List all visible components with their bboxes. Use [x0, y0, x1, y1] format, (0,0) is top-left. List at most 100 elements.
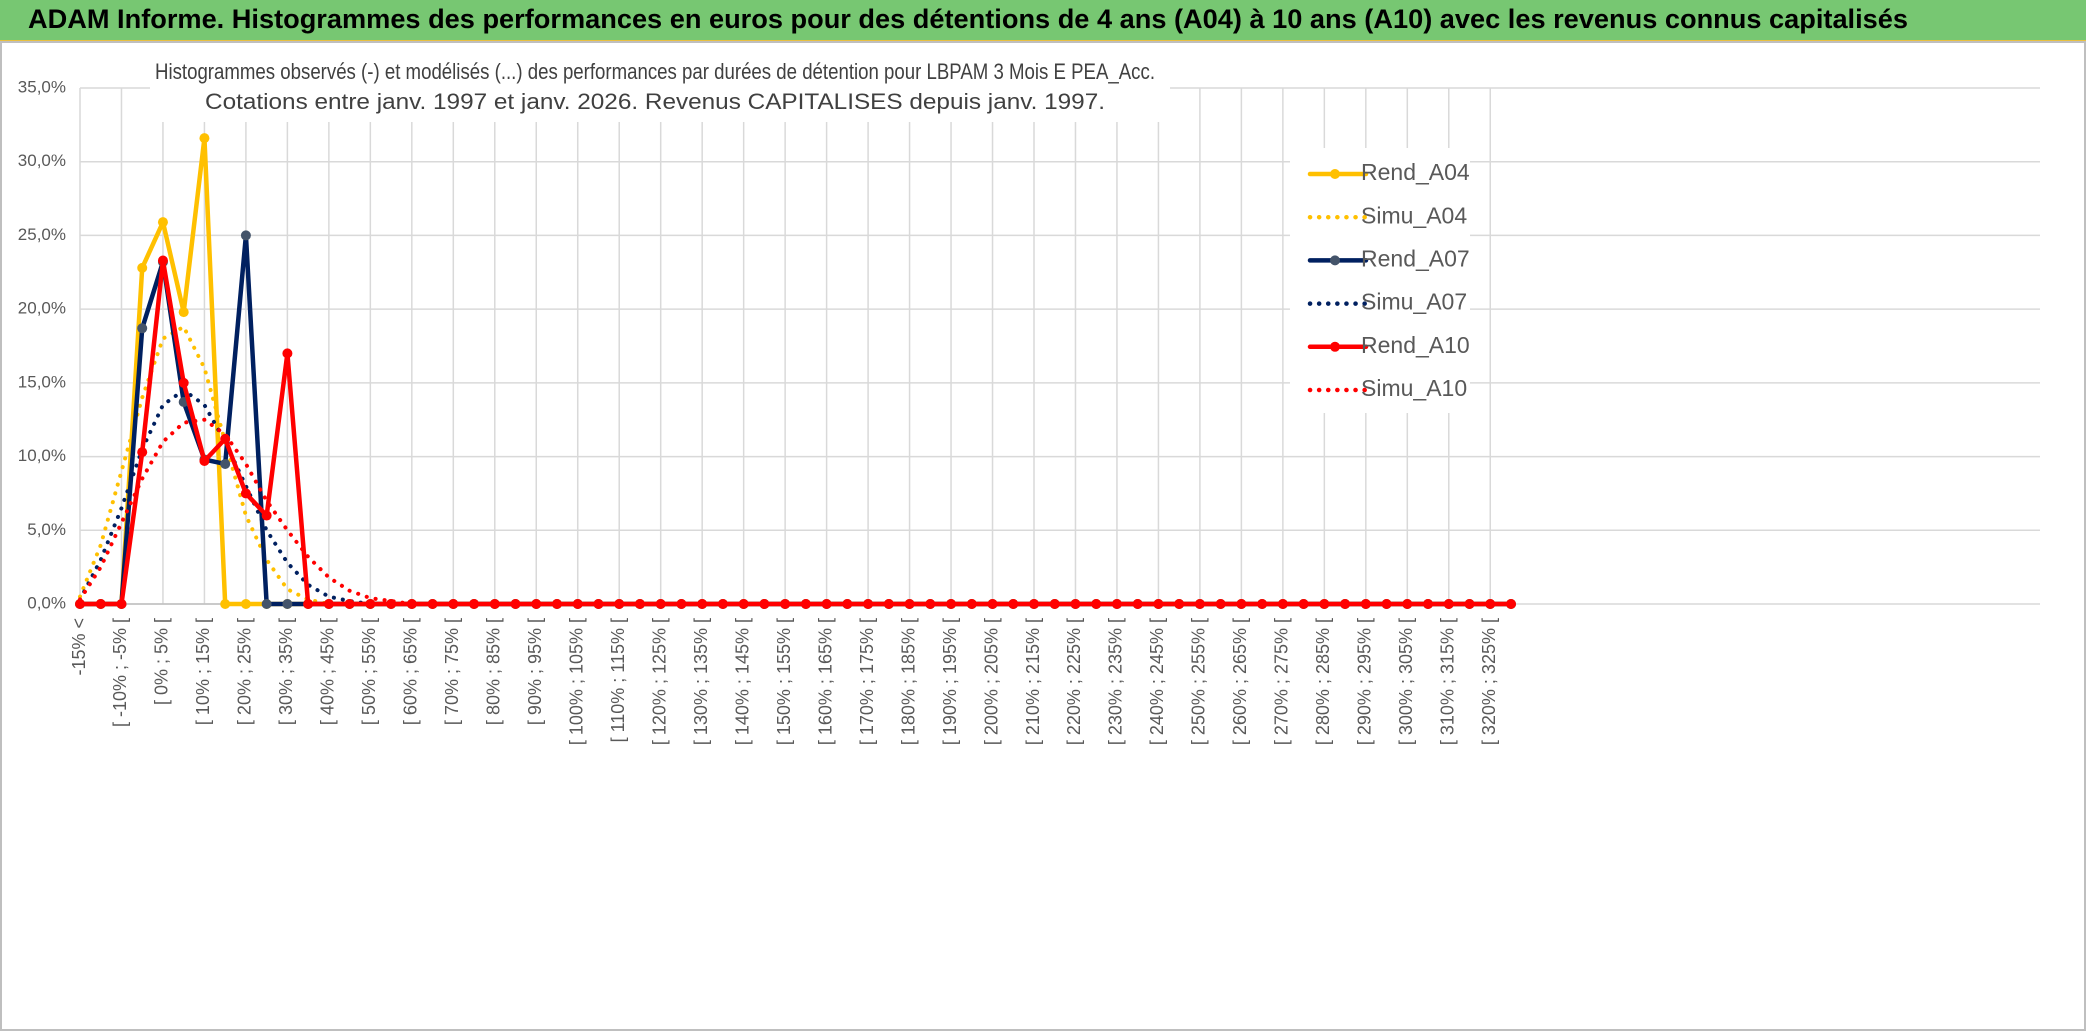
legend-marker	[1330, 255, 1340, 266]
x-tick-label: [ 190% ; 195% [	[940, 618, 960, 745]
x-tick-label: [ 150% ; 155% [	[774, 618, 794, 745]
x-tick-label: [ 220% ; 225% [	[1064, 618, 1084, 745]
x-tick-label: [ 110% ; 115% [	[608, 618, 628, 742]
data-point	[199, 133, 210, 144]
data-point	[593, 599, 604, 609]
title-backdrop	[150, 56, 1170, 122]
x-tick-label: [ 310% ; 315% [	[1438, 618, 1458, 745]
data-point	[282, 599, 293, 609]
x-tick-label: [ 20% ; 25% [	[235, 618, 255, 725]
chart-frame	[0, 41, 2086, 1031]
y-tick-label: 20,0%	[18, 299, 66, 318]
data-point	[448, 599, 459, 609]
data-point	[904, 599, 915, 609]
x-tick-label: [ 320% ; 325% [	[1479, 618, 1499, 745]
x-tick-label: [ 230% ; 235% [	[1106, 618, 1126, 745]
data-point	[1029, 599, 1039, 609]
data-point	[261, 510, 272, 521]
x-tick-label: [ 130% ; 135% [	[691, 618, 711, 745]
data-point	[344, 599, 355, 609]
legend-label: Rend_A04	[1361, 159, 1470, 185]
x-tick-label: -15% <	[69, 618, 89, 676]
legend-label: Simu_A07	[1361, 289, 1467, 315]
data-point	[1091, 599, 1102, 609]
legend-backdrop	[1290, 148, 1470, 413]
data-point	[75, 599, 85, 609]
data-point	[1111, 599, 1122, 609]
data-point	[157, 255, 168, 266]
legend-marker	[1330, 169, 1340, 179]
simulated-line	[78, 417, 1513, 606]
banner-title: ADAM Informe. Histogrammes des performan…	[28, 4, 1908, 34]
data-point	[178, 307, 189, 318]
x-tick-label: [ 70% ; 75% [	[442, 618, 462, 725]
data-point	[676, 599, 687, 609]
x-tick-label: [ 0% ; 5% [	[152, 618, 172, 705]
x-tick-label: [ 270% ; 275% [	[1272, 618, 1292, 745]
y-tick-label: 25,0%	[18, 225, 66, 244]
data-point	[261, 599, 272, 609]
chart-title: Histogrammes observés (-) et modélisés (…	[155, 59, 1155, 84]
data-point	[282, 348, 293, 359]
x-tick-label: [ 60% ; 65% [	[401, 618, 421, 725]
data-point	[966, 599, 977, 609]
data-point	[427, 599, 438, 609]
x-tick-label: [ 100% ; 105% [	[566, 618, 586, 745]
y-tick-label: 30,0%	[18, 151, 66, 170]
x-tick-label: [ 200% ; 205% [	[981, 618, 1001, 745]
x-tick-label: [ 160% ; 165% [	[815, 618, 835, 745]
x-tick-label: [ 170% ; 175% [	[857, 618, 877, 745]
x-tick-label: [ 80% ; 85% [	[484, 618, 504, 725]
data-point	[220, 458, 231, 469]
data-point	[199, 455, 210, 466]
y-tick-label: 35,0%	[18, 77, 66, 96]
data-point	[303, 599, 314, 609]
legend: Rend_A04 Simu_A04 Rend_A07 Simu_A07 Rend_A10…	[1290, 148, 1470, 413]
data-point	[1340, 599, 1351, 609]
y-tick-label: 10,0%	[18, 446, 66, 465]
legend-label: Rend_A07	[1361, 245, 1470, 271]
x-tick-label: [ 180% ; 185% [	[898, 618, 918, 745]
data-point	[1194, 599, 1205, 609]
data-point	[1464, 599, 1475, 609]
data-point	[738, 599, 749, 609]
x-tick-label: [ 90% ; 95% [	[525, 618, 545, 725]
data-point	[157, 217, 168, 228]
data-point	[365, 599, 376, 609]
x-tick-label: [ 30% ; 35% [	[276, 618, 296, 725]
data-point	[883, 599, 894, 609]
x-tick-label: [ -10% ; -5% [	[110, 618, 130, 727]
data-point	[240, 230, 251, 241]
data-point	[572, 599, 583, 609]
x-tick-label: [ 290% ; 295% [	[1355, 618, 1375, 745]
data-point	[946, 599, 957, 609]
legend-label: Rend_A10	[1361, 332, 1470, 358]
data-point	[1402, 599, 1413, 609]
chart-subtitle: Cotations entre janv. 1997 et janv. 2026…	[205, 89, 1105, 114]
data-point	[178, 377, 189, 388]
data-point	[1257, 599, 1268, 609]
data-point	[1485, 599, 1496, 609]
x-tick-label: [ 210% ; 215% [	[1023, 618, 1043, 745]
data-point	[800, 599, 811, 609]
x-tick-label: [ 300% ; 305% [	[1396, 618, 1416, 745]
x-tick-label: [ 260% ; 265% [	[1230, 618, 1250, 745]
data-point	[116, 599, 127, 609]
data-point	[95, 599, 106, 609]
data-point	[531, 599, 542, 609]
legend-label: Simu_A10	[1361, 375, 1467, 401]
x-tick-label: [ 280% ; 285% [	[1313, 618, 1333, 745]
data-point	[240, 488, 251, 499]
x-tick-label: [ 120% ; 125% [	[649, 618, 669, 745]
y-tick-label: 5,0%	[27, 520, 66, 539]
data-point	[1506, 599, 1516, 609]
data-point	[821, 599, 832, 609]
data-point	[510, 599, 521, 609]
legend-marker	[1330, 341, 1340, 352]
x-tick-label: [ 140% ; 145% [	[732, 618, 752, 745]
data-point	[1049, 599, 1060, 609]
data-point	[1277, 599, 1288, 609]
data-point	[137, 262, 148, 273]
y-tick-label: 0,0%	[27, 593, 66, 612]
